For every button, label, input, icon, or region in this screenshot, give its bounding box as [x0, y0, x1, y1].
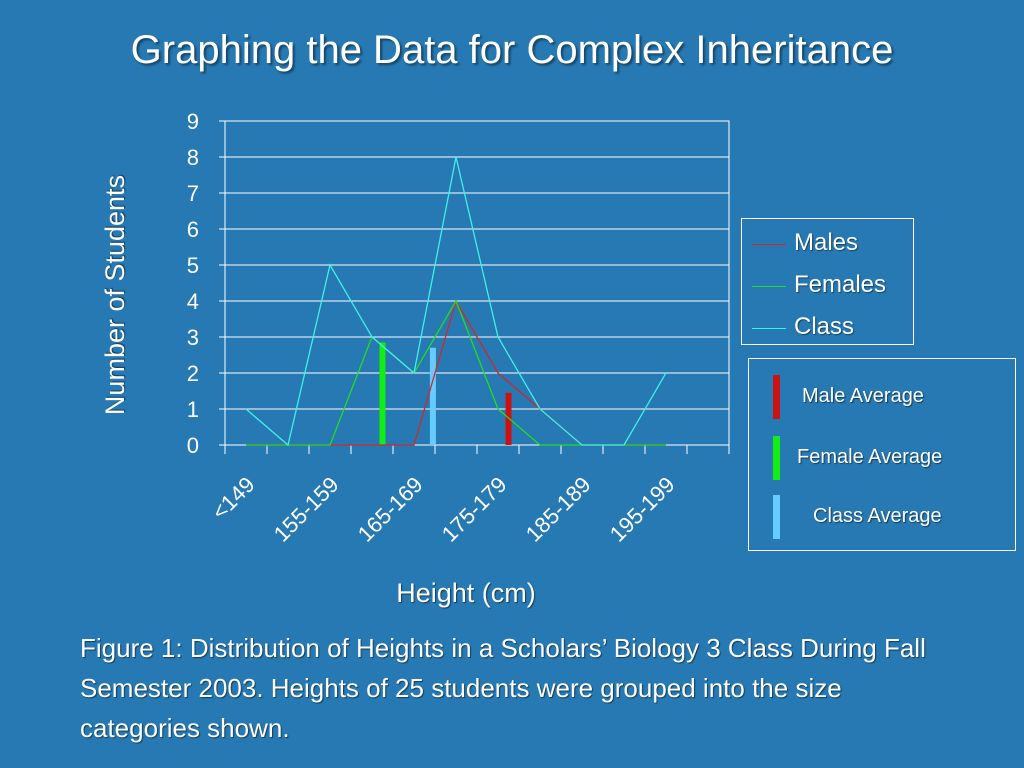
legend-item-class: Class: [752, 313, 912, 343]
female-average-bar: [379, 342, 386, 445]
male-average-bar: [505, 392, 512, 445]
male-average-label: Male Average: [802, 385, 924, 407]
grid-lines: [225, 120, 729, 446]
x-tick-label: 185-189: [521, 472, 596, 547]
plot-area-border: [224, 120, 730, 446]
legend-swatch-females: [752, 286, 786, 287]
y-axis-label: Number of Students: [100, 175, 130, 415]
legend-label-females: Females: [794, 271, 887, 298]
class-average-swatch: [773, 495, 780, 539]
average-markers: [379, 342, 512, 445]
legend-swatch-class: [752, 328, 786, 329]
y-tick-label-3: 3: [187, 325, 199, 350]
x-axis-label: Height (cm): [396, 578, 536, 608]
legend-swatch-males: [752, 244, 786, 245]
y-tick-label-0: 0: [187, 433, 199, 458]
y-tick-label-2: 2: [187, 361, 199, 386]
female-average-label: Female Average: [797, 446, 943, 468]
legend-item-males: Males: [752, 229, 912, 259]
avg-item-female: Female Average: [749, 436, 1015, 480]
legend-item-females: Females: [752, 271, 912, 301]
series-line-class: [245, 156, 667, 447]
male-average-swatch: [773, 375, 780, 419]
x-tick-label: 155-159: [269, 472, 344, 547]
female-average-swatch: [773, 436, 780, 480]
avg-item-class: Class Average: [749, 495, 1015, 539]
x-tick-label: 195-199: [605, 472, 680, 547]
x-tick-label: <149: [207, 472, 260, 525]
y-tick-label-9: 9: [187, 109, 199, 134]
y-tick-label-8: 8: [187, 145, 199, 170]
avg-item-male: Male Average: [749, 375, 1015, 419]
y-tick-label-4: 4: [187, 289, 199, 314]
y-tick-label-5: 5: [187, 253, 199, 278]
legend-label-class: Class: [794, 313, 855, 340]
y-tick-label-1: 1: [187, 397, 199, 422]
figure-caption: Figure 1: Distribution of Heights in a S…: [80, 633, 926, 743]
series-legend: Males Females Class: [741, 218, 914, 345]
axes: [219, 120, 730, 454]
class-average-label: Class Average: [813, 505, 942, 527]
x-tick-labels: <149 155-159 165-169 175-179 185-189 195-199: [207, 472, 680, 547]
average-legend: Male Average Female Average Class Averag…: [748, 358, 1016, 551]
series-lines: [245, 156, 667, 447]
legend-label-males: Males: [794, 229, 859, 256]
x-tick-label: 165-169: [353, 472, 428, 547]
class-average-bar: [429, 347, 436, 445]
y-tick-label-6: 6: [187, 217, 199, 242]
y-tick-labels: 0 1 2 3 4 5 6 7 8 9: [187, 109, 199, 458]
x-tick-label: 175-179: [437, 472, 512, 547]
y-tick-label-7: 7: [187, 181, 199, 206]
slide-title: Graphing the Data for Complex Inheritanc…: [130, 28, 894, 72]
